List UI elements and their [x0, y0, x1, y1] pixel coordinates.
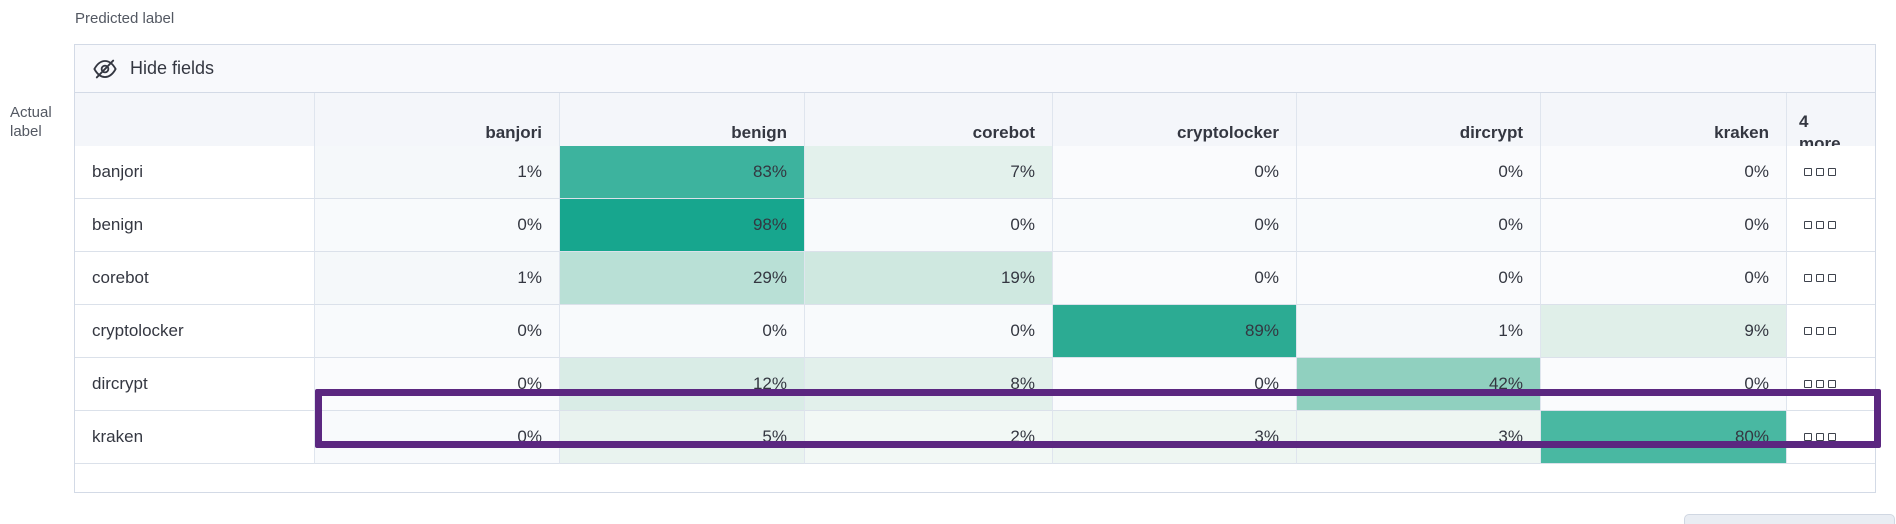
actual-axis-label-line1: Actual	[10, 104, 52, 121]
matrix-cell[interactable]: 0%	[1541, 252, 1787, 305]
matrix-cell[interactable]: 1%	[315, 146, 560, 199]
row-label-benign: benign	[75, 199, 315, 252]
more-cells-button[interactable]	[1787, 146, 1875, 199]
horizontal-scrollbar[interactable]	[1684, 514, 1895, 524]
matrix-cell[interactable]: 89%	[1053, 305, 1297, 358]
boxes-horizontal-icon	[1804, 221, 1812, 229]
confusion-matrix-panel: Hide fields banjori benign corebot crypt…	[74, 44, 1876, 493]
matrix-cell[interactable]: 0%	[1053, 252, 1297, 305]
predicted-axis-label: Predicted label	[75, 10, 175, 27]
matrix-cell[interactable]: 0%	[1053, 358, 1297, 411]
matrix-cell[interactable]: 29%	[560, 252, 805, 305]
matrix-cell[interactable]: 0%	[805, 305, 1053, 358]
matrix-cell[interactable]: 12%	[560, 358, 805, 411]
matrix-cell[interactable]: 42%	[1297, 358, 1541, 411]
matrix-cell[interactable]: 0%	[805, 199, 1053, 252]
matrix-cell[interactable]: 0%	[1541, 199, 1787, 252]
eye-slash-icon	[92, 56, 118, 82]
more-cells-button[interactable]	[1787, 252, 1875, 305]
row-label-dircrypt: dircrypt	[75, 358, 315, 411]
matrix-cell[interactable]: 0%	[1541, 358, 1787, 411]
actual-axis-label-line2: label	[10, 123, 42, 140]
matrix-cell[interactable]: 98%	[560, 199, 805, 252]
hide-fields-button[interactable]: Hide fields	[75, 56, 214, 82]
matrix-cell[interactable]: 2%	[805, 411, 1053, 464]
row-label-cryptolocker: cryptolocker	[75, 305, 315, 358]
matrix-cell[interactable]: 1%	[1297, 305, 1541, 358]
matrix-cell[interactable]: 1%	[315, 252, 560, 305]
matrix-cell[interactable]: 0%	[1297, 146, 1541, 199]
boxes-horizontal-icon	[1804, 433, 1812, 441]
boxes-horizontal-icon	[1804, 327, 1812, 335]
matrix-cell[interactable]: 0%	[1297, 199, 1541, 252]
matrix-cell[interactable]: 0%	[1297, 252, 1541, 305]
matrix-cell[interactable]: 0%	[1053, 146, 1297, 199]
matrix-cell[interactable]: 0%	[1541, 146, 1787, 199]
matrix-cell[interactable]: 0%	[315, 199, 560, 252]
more-cells-button[interactable]	[1787, 411, 1875, 464]
matrix-cell[interactable]: 0%	[1053, 199, 1297, 252]
row-label-banjori: banjori	[75, 146, 315, 199]
more-cells-button[interactable]	[1787, 199, 1875, 252]
matrix-grid: banjori benign corebot cryptolocker dirc…	[75, 93, 1875, 464]
matrix-cell[interactable]: 0%	[315, 358, 560, 411]
more-cells-button[interactable]	[1787, 358, 1875, 411]
matrix-cell[interactable]: 0%	[560, 305, 805, 358]
matrix-cell[interactable]: 0%	[315, 411, 560, 464]
matrix-cell[interactable]: 80%	[1541, 411, 1787, 464]
boxes-horizontal-icon	[1804, 168, 1812, 176]
matrix-cell[interactable]: 0%	[315, 305, 560, 358]
matrix-cell[interactable]: 7%	[805, 146, 1053, 199]
matrix-cell[interactable]: 3%	[1053, 411, 1297, 464]
matrix-cell[interactable]: 83%	[560, 146, 805, 199]
more-cells-button[interactable]	[1787, 305, 1875, 358]
row-label-corebot: corebot	[75, 252, 315, 305]
matrix-cell[interactable]: 19%	[805, 252, 1053, 305]
matrix-cell[interactable]: 9%	[1541, 305, 1787, 358]
matrix-cell[interactable]: 5%	[560, 411, 805, 464]
matrix-cell[interactable]: 3%	[1297, 411, 1541, 464]
boxes-horizontal-icon	[1804, 380, 1812, 388]
more-columns-count: 4	[1799, 112, 1809, 131]
hide-fields-label: Hide fields	[130, 58, 215, 78]
row-label-kraken: kraken	[75, 411, 315, 464]
boxes-horizontal-icon	[1804, 274, 1812, 282]
actual-axis-label: Actual label	[10, 103, 68, 141]
matrix-toolbar: Hide fields	[75, 45, 1875, 93]
matrix-cell[interactable]: 8%	[805, 358, 1053, 411]
